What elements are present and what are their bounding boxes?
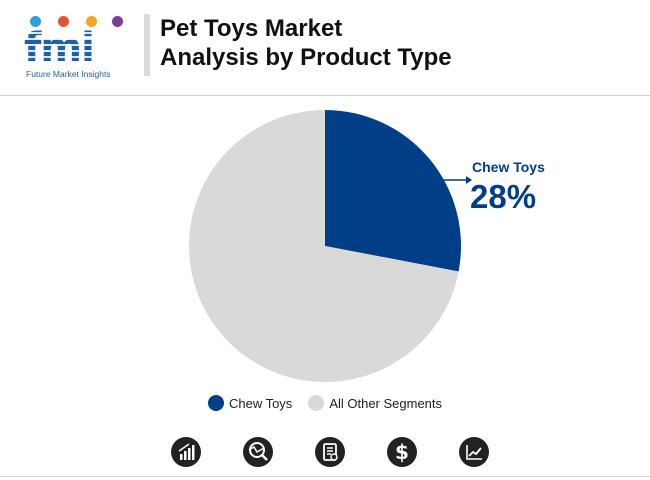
logo-dot-purple	[112, 16, 123, 27]
pie-chart: Chew Toys 28%	[188, 110, 545, 382]
callout-arrowhead	[466, 176, 472, 184]
logo-stripes	[22, 28, 130, 68]
title-line-1: Pet Toys Market	[160, 15, 343, 42]
pie-slice-chew-toys	[325, 110, 461, 272]
fmi-logo: fmi Future Market Insights	[22, 14, 132, 79]
dollar-icon: $	[387, 437, 417, 467]
legend-item-other-segments: All Other Segments	[308, 395, 442, 411]
legend-swatch-chew-toys	[207, 395, 224, 411]
legend-swatch-other-segments	[308, 395, 325, 411]
svg-text:$: $	[395, 440, 409, 464]
header: fmi Future Market Insights Pet Toys Mark…	[0, 0, 650, 95]
pie-slice-all-other-segments	[188, 110, 459, 382]
logo-dot-red	[58, 16, 69, 27]
callout: Chew Toys 28%	[443, 159, 545, 215]
report-icon	[315, 437, 345, 467]
legend-label-other-segments: All Other Segments	[329, 395, 443, 411]
legend-item-chew-toys: Chew Toys	[207, 395, 293, 411]
header-divider	[0, 95, 650, 96]
legend-label-chew-toys: Chew Toys	[228, 395, 293, 411]
page-title: Pet Toys Market Analysis by Product Type	[160, 14, 452, 72]
title-accent-bar	[144, 14, 150, 76]
magnifier-trend-icon	[243, 437, 273, 467]
callout-value: 28%	[470, 178, 536, 215]
title-line-2: Analysis by Product Type	[160, 44, 452, 71]
logo-dot-orange	[86, 16, 97, 27]
bar-chart-icon	[171, 437, 201, 467]
footer-icons: $	[0, 437, 650, 469]
logo-company-name: Future Market Insights	[26, 69, 111, 79]
line-chart-icon	[459, 437, 489, 467]
footer-divider	[0, 476, 650, 477]
logo-dot-blue	[30, 16, 41, 27]
callout-label: Chew Toys	[472, 159, 545, 175]
legend: Chew Toys All Other Segments	[0, 395, 650, 411]
